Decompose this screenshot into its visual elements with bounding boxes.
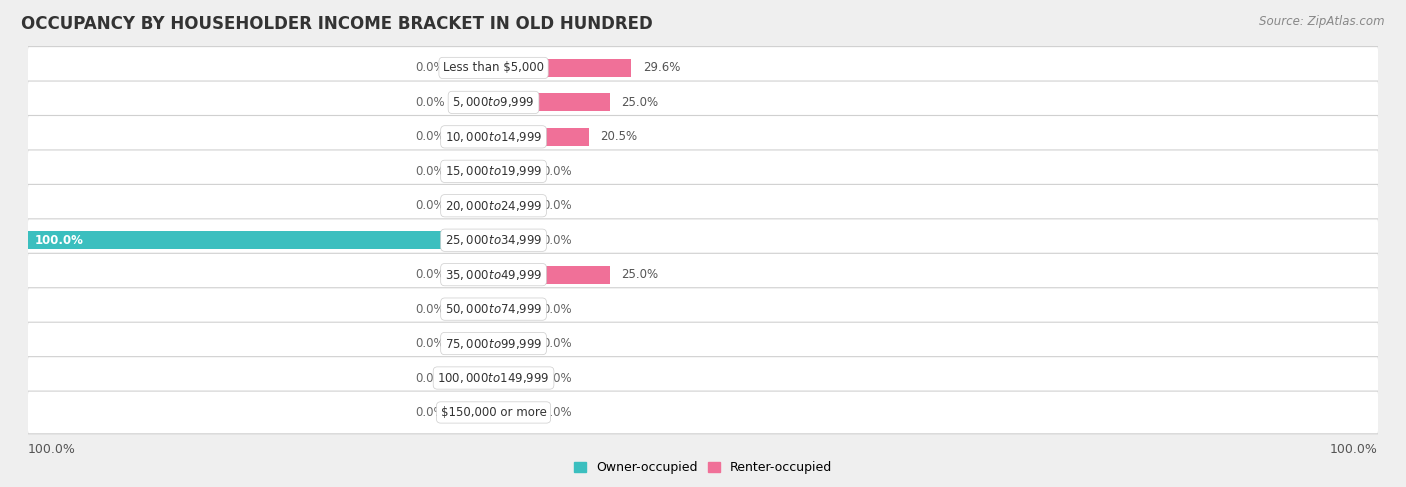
Bar xyxy=(457,94,494,112)
FancyBboxPatch shape xyxy=(28,288,1378,331)
Text: $5,000 to $9,999: $5,000 to $9,999 xyxy=(453,95,534,110)
Bar xyxy=(457,300,494,318)
FancyBboxPatch shape xyxy=(28,253,1378,296)
Bar xyxy=(494,59,631,77)
Text: 0.0%: 0.0% xyxy=(415,96,444,109)
FancyBboxPatch shape xyxy=(28,115,1378,158)
Text: 100.0%: 100.0% xyxy=(28,444,76,456)
Text: Less than $5,000: Less than $5,000 xyxy=(443,61,544,75)
Bar xyxy=(494,266,610,283)
Bar xyxy=(457,162,494,180)
Text: 0.0%: 0.0% xyxy=(543,337,572,350)
FancyBboxPatch shape xyxy=(28,391,1378,434)
FancyBboxPatch shape xyxy=(28,47,1378,89)
Text: 29.6%: 29.6% xyxy=(643,61,681,75)
Text: $35,000 to $49,999: $35,000 to $49,999 xyxy=(444,268,543,281)
Text: 0.0%: 0.0% xyxy=(415,372,444,385)
Bar xyxy=(457,197,494,215)
Bar xyxy=(457,128,494,146)
Text: 0.0%: 0.0% xyxy=(415,302,444,316)
Text: $20,000 to $24,999: $20,000 to $24,999 xyxy=(444,199,543,213)
Text: $150,000 or more: $150,000 or more xyxy=(440,406,547,419)
Text: $15,000 to $19,999: $15,000 to $19,999 xyxy=(444,164,543,178)
Bar xyxy=(457,266,494,283)
Text: 0.0%: 0.0% xyxy=(415,406,444,419)
Bar xyxy=(494,300,531,318)
Text: 0.0%: 0.0% xyxy=(543,302,572,316)
Bar xyxy=(457,404,494,421)
Bar xyxy=(494,335,531,353)
Text: 0.0%: 0.0% xyxy=(415,337,444,350)
Text: $50,000 to $74,999: $50,000 to $74,999 xyxy=(444,302,543,316)
Bar xyxy=(494,128,589,146)
FancyBboxPatch shape xyxy=(28,150,1378,193)
Text: 0.0%: 0.0% xyxy=(543,406,572,419)
Legend: Owner-occupied, Renter-occupied: Owner-occupied, Renter-occupied xyxy=(568,456,838,479)
Text: 20.5%: 20.5% xyxy=(600,131,638,143)
Text: 0.0%: 0.0% xyxy=(543,199,572,212)
FancyBboxPatch shape xyxy=(28,185,1378,227)
Text: $25,000 to $34,999: $25,000 to $34,999 xyxy=(444,233,543,247)
Bar xyxy=(494,369,531,387)
Bar xyxy=(28,231,494,249)
Bar xyxy=(457,369,494,387)
Text: 0.0%: 0.0% xyxy=(543,234,572,247)
Bar xyxy=(457,335,494,353)
Text: 25.0%: 25.0% xyxy=(621,96,658,109)
FancyBboxPatch shape xyxy=(28,356,1378,399)
Text: 100.0%: 100.0% xyxy=(1330,444,1378,456)
Text: 0.0%: 0.0% xyxy=(415,131,444,143)
Text: 0.0%: 0.0% xyxy=(543,372,572,385)
FancyBboxPatch shape xyxy=(28,219,1378,262)
Bar xyxy=(494,197,531,215)
Text: 0.0%: 0.0% xyxy=(415,165,444,178)
Text: 0.0%: 0.0% xyxy=(415,199,444,212)
Text: $10,000 to $14,999: $10,000 to $14,999 xyxy=(444,130,543,144)
Text: 25.0%: 25.0% xyxy=(621,268,658,281)
Bar xyxy=(494,94,610,112)
Bar xyxy=(494,404,531,421)
FancyBboxPatch shape xyxy=(28,81,1378,124)
Text: Source: ZipAtlas.com: Source: ZipAtlas.com xyxy=(1260,15,1385,28)
Bar xyxy=(494,231,531,249)
Text: OCCUPANCY BY HOUSEHOLDER INCOME BRACKET IN OLD HUNDRED: OCCUPANCY BY HOUSEHOLDER INCOME BRACKET … xyxy=(21,15,652,33)
Text: $100,000 to $149,999: $100,000 to $149,999 xyxy=(437,371,550,385)
FancyBboxPatch shape xyxy=(28,322,1378,365)
Text: 0.0%: 0.0% xyxy=(415,268,444,281)
Text: 100.0%: 100.0% xyxy=(35,234,84,247)
Bar xyxy=(494,162,531,180)
Text: 0.0%: 0.0% xyxy=(543,165,572,178)
Text: 0.0%: 0.0% xyxy=(415,61,444,75)
Bar xyxy=(457,59,494,77)
Text: $75,000 to $99,999: $75,000 to $99,999 xyxy=(444,337,543,351)
